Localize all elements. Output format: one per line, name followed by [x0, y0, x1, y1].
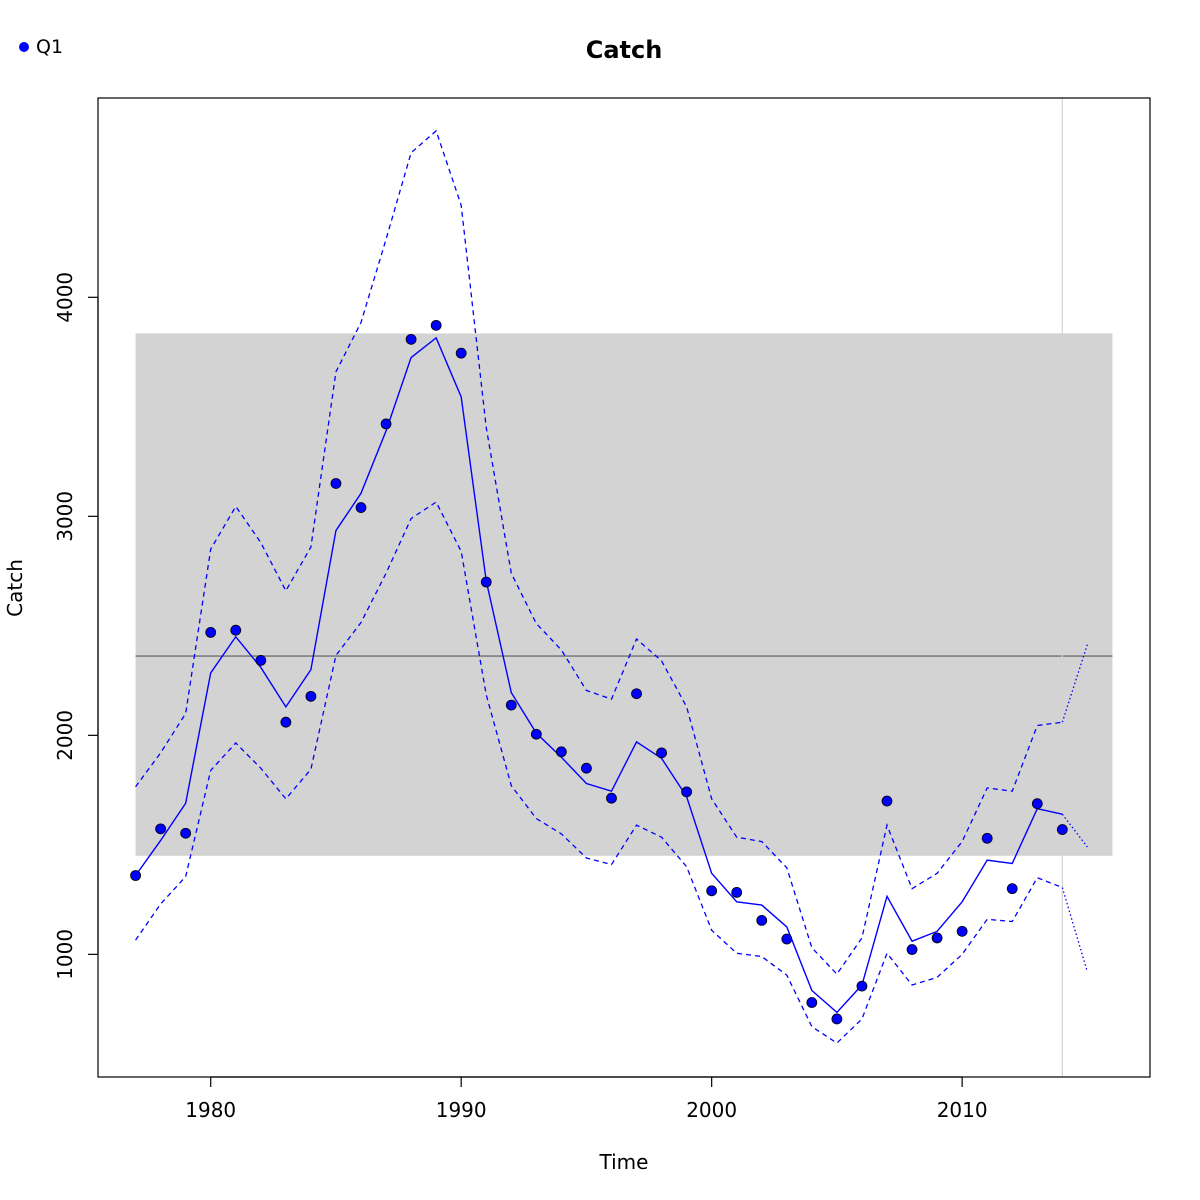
legend-label-q1: Q1 — [36, 36, 63, 58]
data-point — [480, 576, 492, 588]
x-tick-label: 1990 — [436, 1098, 487, 1122]
projection-lower-line — [1061, 887, 1089, 973]
data-point — [781, 933, 793, 945]
y-tick-label: 3000 — [53, 491, 77, 542]
data-point — [956, 925, 968, 937]
data-point — [155, 823, 167, 835]
projection-upper-line — [1061, 644, 1088, 723]
data-point — [906, 944, 918, 955]
data-point — [505, 699, 517, 711]
data-point — [230, 624, 242, 636]
data-point — [130, 870, 141, 881]
data-point — [856, 980, 868, 992]
data-point — [455, 347, 467, 359]
fitted-line — [135, 336, 1063, 1014]
data-point — [656, 747, 667, 759]
data-point — [631, 688, 642, 700]
chart-title: Catch — [586, 36, 663, 64]
data-point — [555, 746, 567, 758]
data-point — [681, 786, 693, 798]
data-point — [180, 827, 192, 839]
data-point — [305, 690, 317, 702]
x-tick-label: 1980 — [185, 1098, 236, 1122]
data-point — [756, 915, 768, 926]
plot-area — [130, 98, 1113, 1077]
data-point — [255, 655, 267, 666]
y-tick-label: 2000 — [53, 710, 77, 761]
data-point — [205, 626, 217, 638]
legend-marker-q1 — [19, 42, 29, 52]
data-point — [355, 502, 367, 513]
x-tick-label: 2000 — [686, 1098, 737, 1122]
axes: 1980 1990 2000 2010 1000 2000 3000 4000 — [53, 272, 988, 1122]
data-point — [1031, 798, 1043, 810]
data-point — [931, 932, 943, 944]
reference-band — [135, 333, 1113, 856]
data-point — [731, 886, 743, 898]
data-point — [606, 792, 617, 804]
data-point — [1006, 883, 1018, 895]
y-tick-label: 1000 — [53, 929, 77, 980]
data-point — [530, 728, 542, 740]
data-point — [405, 333, 417, 345]
data-point — [1056, 824, 1068, 835]
data-point — [280, 716, 292, 728]
lower-bound-line — [135, 501, 1063, 1044]
data-point — [581, 762, 592, 774]
legend: Q1 — [19, 36, 63, 58]
data-point — [831, 1013, 843, 1025]
data-point — [330, 478, 342, 489]
data-point — [430, 319, 442, 331]
x-tick-label: 2010 — [937, 1098, 988, 1122]
y-tick-label: 4000 — [53, 272, 77, 323]
data-point — [806, 997, 818, 1008]
data-point — [380, 418, 392, 430]
y-axis-label: Catch — [3, 559, 27, 617]
data-point — [706, 885, 718, 897]
x-axis-label: Time — [599, 1150, 649, 1174]
data-point — [881, 795, 893, 807]
projection-line — [1061, 813, 1088, 848]
data-point — [981, 832, 993, 844]
